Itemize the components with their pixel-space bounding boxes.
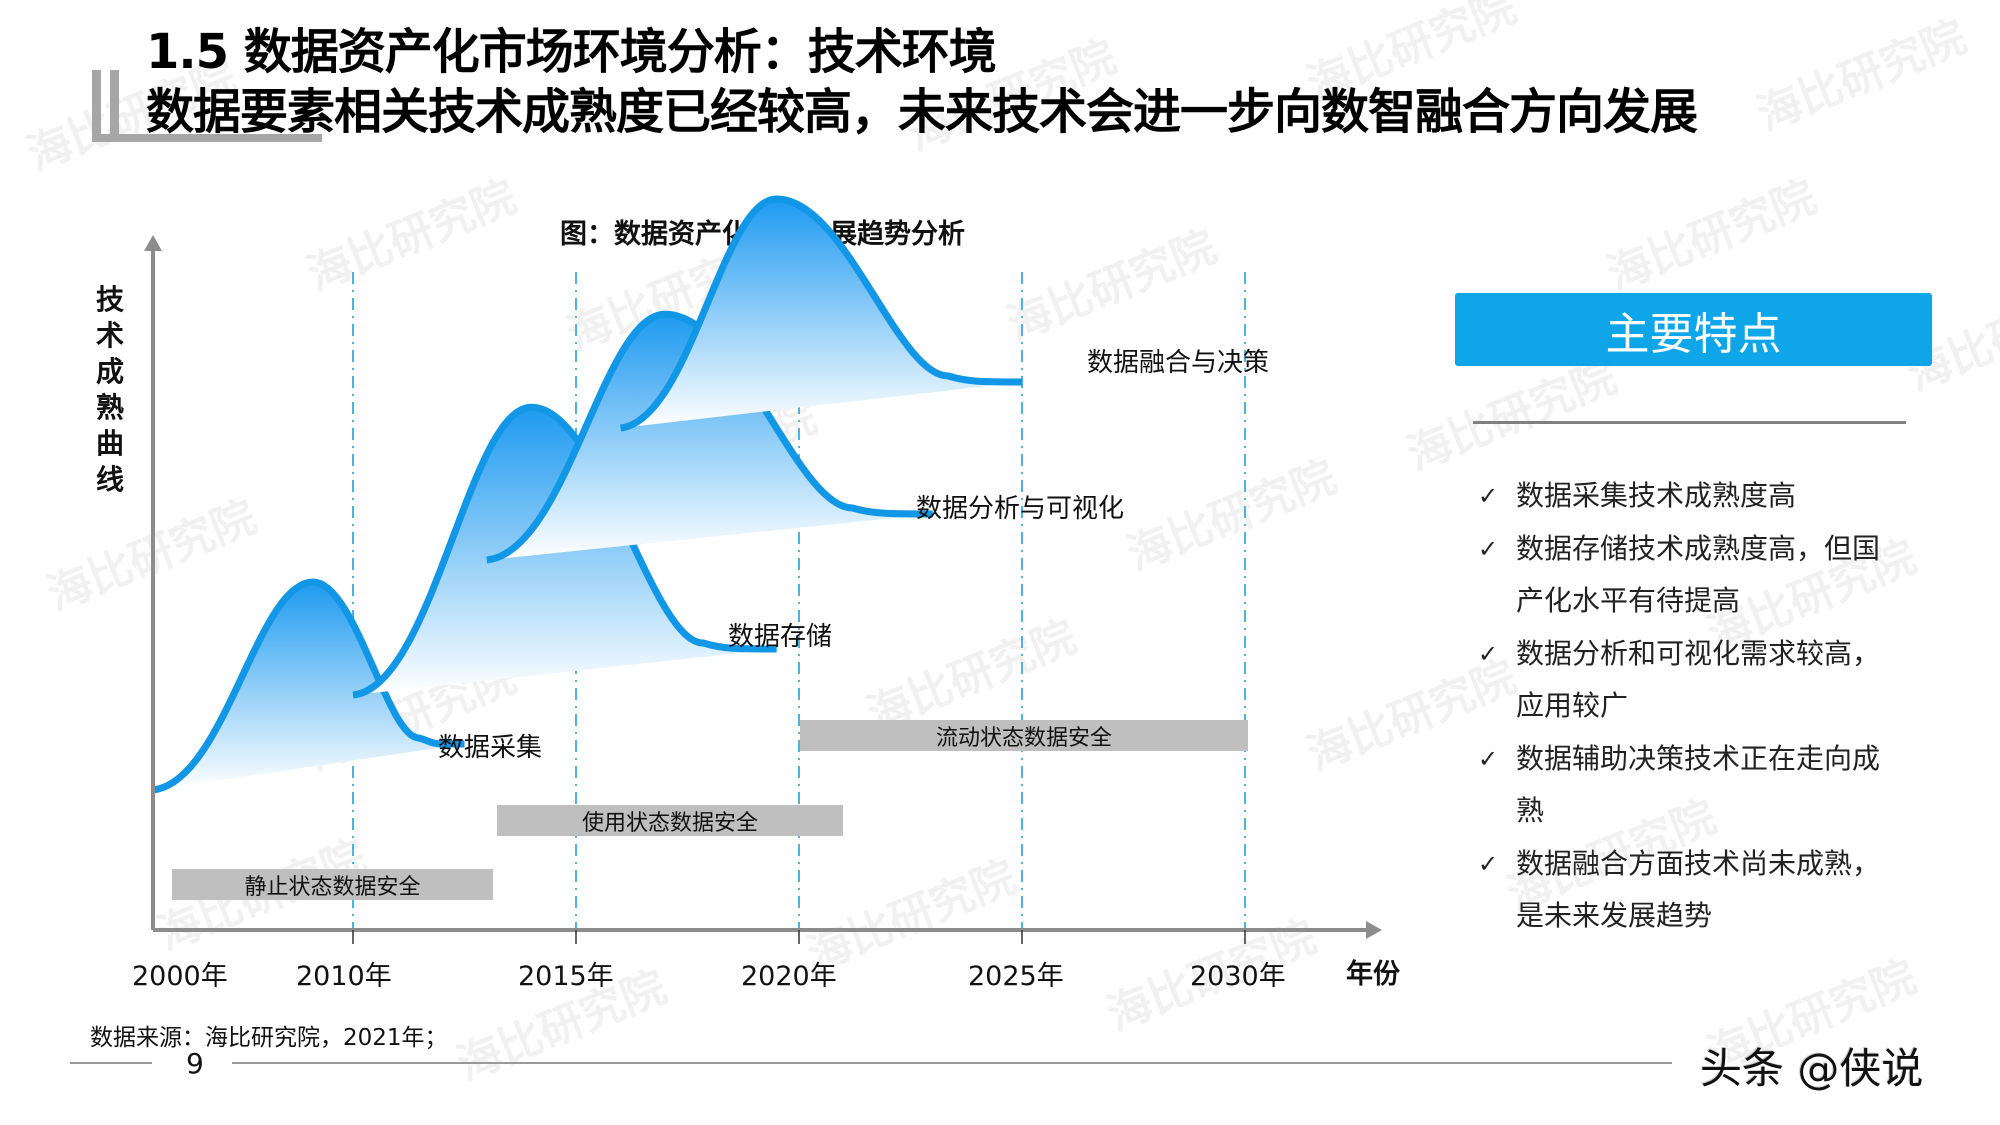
check-icon: ✓ (1478, 849, 1499, 878)
check-icon: ✓ (1478, 534, 1499, 563)
check-icon (1478, 680, 1516, 733)
check-icon (1478, 785, 1516, 838)
footer-rule-left (70, 1062, 152, 1064)
feature-item: ✓ 数据分析和可视化需求较高， (1478, 628, 1948, 681)
feature-item: ✓ 数据采集技术成熟度高 (1478, 470, 1948, 523)
feature-item-continuation: 是未来发展趋势 (1478, 890, 1948, 943)
x-tick-label: 2000年 (132, 961, 228, 992)
feature-text: 熟 (1516, 794, 1545, 827)
x-tick-label: 2010年 (296, 961, 392, 992)
check-icon: ✓ (1478, 482, 1499, 510)
feature-text: 是未来发展趋势 (1516, 899, 1713, 932)
feature-text: 数据分析和可视化需求较高， (1516, 636, 1881, 670)
series-label: 数据分析与可视化 (916, 494, 1125, 524)
feature-text: 产化水平有待提高 (1516, 584, 1741, 617)
title-decoration-bar-1 (92, 70, 101, 142)
key-features-heading: 主要特点 (1455, 293, 1932, 366)
feature-item-continuation: 熟 (1478, 785, 1948, 838)
feature-item: ✓ 数据融合方面技术尚未成熟， (1478, 838, 1948, 891)
feature-text: 数据采集技术成熟度高 (1516, 479, 1797, 512)
curve-line-1 (352, 403, 777, 699)
title-decoration-bar-2 (110, 70, 119, 142)
curve-line-0 (152, 578, 465, 794)
curve-line-3 (619, 195, 1023, 432)
footer-rule-right (232, 1062, 1672, 1064)
x-axis-label: 年份 (1346, 959, 1400, 990)
check-icon: ✓ (1478, 744, 1499, 773)
x-tick-label: 2020年 (741, 961, 837, 992)
feature-text: 数据存储技术成熟度高，但国 (1516, 531, 1881, 565)
page-number: 9 (186, 1047, 204, 1080)
page-title: 1.5 数据资产化市场环境分析：技术环境 (146, 24, 997, 80)
panel-divider (1473, 421, 1906, 424)
security-bar: 流动状态数据安全 (800, 720, 1248, 751)
x-tick-label: 2030年 (1190, 961, 1286, 992)
security-bar: 静止状态数据安全 (172, 869, 493, 900)
check-icon: ✓ (1478, 639, 1499, 668)
x-axis-arrow-icon (1366, 921, 1382, 939)
series-label: 数据融合与决策 (1087, 348, 1270, 378)
check-icon (1478, 890, 1516, 943)
security-bar: 使用状态数据安全 (497, 805, 843, 836)
title-decoration-underline (92, 134, 322, 142)
feature-item-continuation: 产化水平有待提高 (1478, 575, 1948, 628)
y-axis-arrow-icon (144, 235, 162, 251)
feature-text: 数据融合方面技术尚未成熟， (1516, 846, 1881, 880)
x-tick-label: 2025年 (968, 961, 1064, 992)
feature-text: 数据辅助决策技术正在走向成 (1516, 741, 1881, 775)
series-label: 数据采集 (438, 733, 543, 763)
check-icon (1478, 575, 1516, 628)
curve-fill-3 (620, 199, 1022, 428)
x-tick-label: 2015年 (518, 961, 614, 992)
curve-fill-0 (153, 582, 465, 790)
series-label: 数据存储 (728, 622, 833, 652)
data-source: 数据来源：海比研究院，2021年； (90, 1025, 448, 1051)
credit-watermark: 头条 @侠说 (1700, 1044, 1924, 1093)
key-features-list: ✓ 数据采集技术成熟度高 ✓ 数据存储技术成熟度高，但国 产化水平有待提高 ✓ 数据分析和可… (1478, 470, 1948, 943)
feature-item: ✓ 数据辅助决策技术正在走向成 (1478, 733, 1948, 786)
feature-item: ✓ 数据存储技术成熟度高，但国 (1478, 523, 1948, 576)
page-subtitle: 数据要素相关技术成熟度已经较高，未来技术会进一步向数智融合方向发展 (146, 84, 1698, 140)
y-axis-label: 技术成熟曲线 (95, 283, 124, 496)
curve-fill-2 (486, 314, 933, 560)
feature-text: 应用较广 (1516, 689, 1629, 722)
feature-item-continuation: 应用较广 (1478, 680, 1948, 733)
